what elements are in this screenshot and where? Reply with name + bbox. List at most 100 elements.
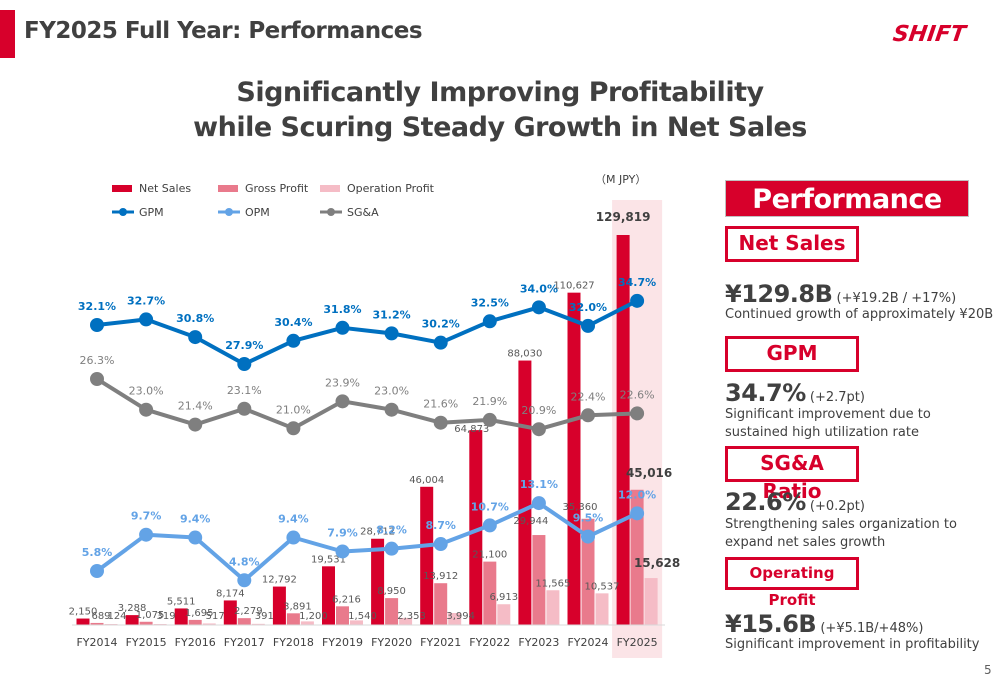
marker-sg-a-fy2020 (384, 402, 399, 417)
net-sales-tag: Net Sales (725, 226, 859, 262)
x-tick-label-fy2021: FY2021 (420, 636, 461, 649)
operating-profit-description: Significant improvement in profitability (725, 637, 980, 652)
shift-logo: SHIFT (891, 22, 968, 47)
bar-net-sales-fy2015 (125, 615, 139, 625)
bar-label-net-sales-fy2024: 110,627 (553, 281, 594, 292)
legend-marker-sg-a (327, 208, 335, 216)
operating-profit-value: ¥15.6B (+¥5.1B/+48%) (725, 610, 923, 638)
x-tick-label-fy2025: FY2025 (617, 636, 658, 649)
marker-opm-fy2023 (531, 496, 546, 511)
marker-sg-a-fy2019 (335, 394, 350, 409)
legend-swatch-operation-profit (320, 185, 340, 192)
bar-label-operation-profit-fy2014: 124 (107, 611, 126, 622)
marker-opm-fy2022 (482, 518, 497, 533)
line-label-sg-a-fy2023: 20.9% (521, 404, 556, 417)
legend-marker-opm (225, 208, 233, 216)
bar-net-sales-fy2022 (469, 430, 483, 625)
line-label-sg-a-fy2014: 26.3% (80, 354, 115, 367)
bar-operation-profit-fy2018 (300, 621, 314, 625)
gpm-tag: GPM (725, 336, 859, 372)
bar-label-net-sales-fy2022: 64,873 (454, 424, 489, 435)
line-label-sg-a-fy2024: 22.4% (571, 390, 606, 403)
sga-ratio-value: 22.6% (+0.2pt) (725, 488, 865, 516)
line-label-opm-fy2017: 4.8% (229, 555, 260, 568)
line-label-opm-fy2024: 9.5% (573, 512, 604, 525)
x-tick-label-fy2023: FY2023 (518, 636, 559, 649)
line-gpm (96, 299, 639, 367)
sga-ratio-amount: 22.6% (725, 488, 806, 516)
x-tick-label-fy2022: FY2022 (469, 636, 510, 649)
bar-label-gross-profit-fy2017: 2,279 (234, 606, 263, 617)
gpm-delta: (+2.7pt) (805, 390, 865, 405)
marker-sg-a-fy2023 (531, 422, 546, 437)
line-label-sg-a-fy2018: 21.0% (276, 403, 311, 416)
marker-gpm-fy2017 (237, 357, 252, 372)
bar-label-gross-profit-fy2018: 3,891 (283, 601, 312, 612)
bar-operation-profit-fy2025 (644, 578, 658, 625)
line-label-opm-fy2019: 7.9% (327, 526, 358, 539)
bar-net-sales-fy2016 (174, 608, 188, 625)
marker-gpm-fy2018 (286, 333, 301, 348)
legend-swatch-net-sales (112, 185, 132, 192)
operating-profit-delta: (+¥5.1B/+48%) (816, 621, 924, 636)
legend-label-gross-profit: Gross Profit (245, 182, 309, 195)
marker-gpm-fy2023 (531, 300, 546, 315)
sga-ratio-tag: SG&A Ratio (725, 446, 859, 503)
marker-opm-fy2019 (335, 544, 350, 559)
bar-label-operation-profit-fy2023: 11,565 (535, 578, 570, 589)
line-label-sg-a-fy2017: 23.1% (227, 384, 262, 397)
legend-label-sg-a: SG&A (347, 206, 379, 219)
line-label-gpm-fy2014: 32.1% (78, 300, 116, 313)
bar-net-sales-fy2018 (272, 586, 286, 625)
legend-marker-gpm (119, 208, 127, 216)
bar-label-gross-profit-fy2023: 29,944 (513, 516, 548, 527)
bar-label-net-sales-fy2015: 3,288 (118, 603, 147, 614)
bar-label-operation-profit-fy2024: 10,537 (585, 581, 620, 592)
bar-operation-profit-fy2016 (202, 623, 216, 625)
marker-gpm-fy2025 (630, 293, 645, 308)
title-accent-bar (0, 10, 15, 58)
marker-gpm-fy2020 (384, 326, 399, 341)
sga-ratio-delta: (+0.2pt) (805, 499, 865, 514)
bar-operation-profit-fy2022 (497, 604, 511, 625)
bar-label-net-sales-fy2021: 46,004 (409, 475, 444, 486)
legend-swatch-gross-profit (218, 185, 238, 192)
marker-opm-fy2017 (237, 573, 252, 588)
bar-label-net-sales-fy2014: 2,150 (69, 607, 98, 618)
bar-net-sales-fy2014 (76, 618, 90, 625)
bar-label-operation-profit-fy2025: 15,628 (634, 556, 680, 570)
bar-label-operation-profit-fy2020: 2,353 (397, 611, 426, 622)
line-label-gpm-fy2020: 31.2% (373, 308, 411, 321)
line-label-sg-a-fy2021: 21.6% (423, 398, 458, 411)
marker-opm-fy2024 (581, 529, 595, 544)
line-label-opm-fy2022: 10.7% (471, 500, 509, 513)
headline-line-1: Significantly Improving Profitability (236, 77, 764, 108)
bar-gross-profit-fy2024 (581, 518, 595, 625)
gpm-description: Significant improvement due to sustained… (725, 407, 931, 440)
net-sales-tag-label: Net Sales (738, 231, 846, 255)
bar-operation-profit-fy2024 (595, 593, 609, 625)
bar-gross-profit-fy2021 (434, 583, 448, 625)
gpm-value: 34.7% (+2.7pt) (725, 379, 865, 407)
net-sales-delta: (+¥19.2B / +17%) (832, 291, 957, 306)
marker-opm-fy2018 (286, 530, 301, 545)
x-tick-label-fy2020: FY2020 (371, 636, 412, 649)
bar-label-net-sales-fy2018: 12,792 (262, 575, 297, 586)
bar-gross-profit-fy2023 (532, 535, 546, 625)
bar-operation-profit-fy2019 (350, 620, 363, 625)
bar-gross-profit-fy2018 (286, 613, 300, 625)
net-sales-description: Continued growth of approximately ¥20B (725, 307, 994, 322)
marker-gpm-fy2014 (90, 318, 104, 332)
line-label-gpm-fy2016: 30.8% (176, 312, 214, 325)
x-tick-label-fy2016: FY2016 (175, 636, 216, 649)
x-tick-label-fy2015: FY2015 (126, 636, 167, 649)
x-tick-label-fy2019: FY2019 (322, 636, 363, 649)
line-label-sg-a-fy2016: 21.4% (178, 400, 213, 413)
line-label-sg-a-fy2019: 23.9% (325, 376, 360, 389)
marker-gpm-fy2024 (581, 318, 595, 333)
operating-profit-tag-label: Operating Profit (749, 564, 835, 609)
marker-gpm-fy2019 (335, 320, 350, 335)
bar-operation-profit-fy2017 (251, 623, 265, 625)
marker-opm-fy2025 (630, 506, 645, 521)
bar-label-operation-profit-fy2016: 517 (206, 611, 225, 622)
